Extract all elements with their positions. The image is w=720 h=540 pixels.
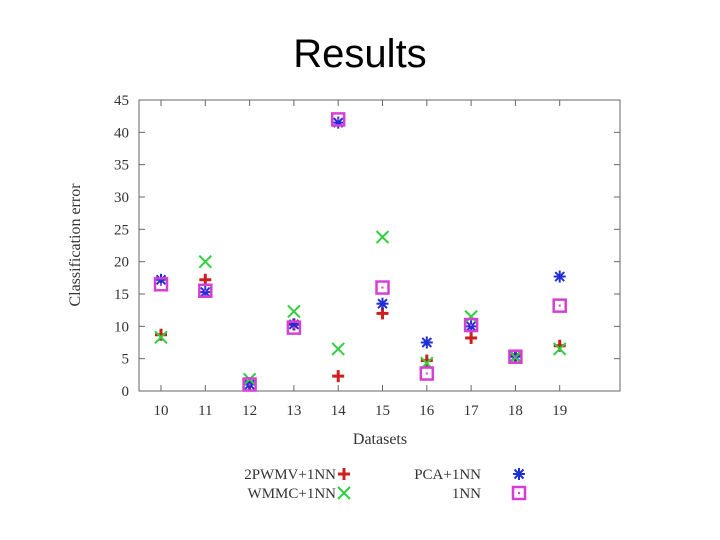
y-tick-label: 0 [122, 384, 130, 400]
data-point [242, 377, 257, 392]
data-point [419, 366, 435, 381]
data-point [198, 254, 213, 269]
y-tick-label: 10 [114, 319, 129, 335]
x-tick-label: 12 [242, 403, 257, 419]
data-point [198, 283, 213, 299]
x-tick-label: 10 [154, 403, 169, 419]
slide-title: Results [293, 32, 427, 76]
legend-label: WMMC+1NN [248, 486, 337, 502]
y-axis: 0 5 10 15 20 25 30 35 40 45 [114, 93, 620, 400]
y-tick-label: 45 [114, 93, 129, 109]
x-axis: 10 11 12 13 14 15 16 17 18 19 [154, 100, 567, 419]
x-tick-label: 13 [286, 403, 301, 419]
x-axis-label: Datasets [353, 431, 407, 448]
data-point [376, 297, 389, 310]
legend-label: 2PWMV+1NN [244, 467, 336, 483]
data-point [332, 370, 345, 383]
y-axis-label: Classification error [67, 183, 84, 307]
data-point [420, 354, 433, 367]
legend-marker [513, 468, 525, 480]
x-tick-label: 18 [508, 403, 523, 419]
series-pca-1nn [155, 116, 566, 391]
legend-marker [337, 486, 351, 500]
legend-label: 1NN [452, 486, 481, 502]
legend-marker [511, 485, 527, 501]
x-tick-label: 15 [375, 403, 390, 419]
y-tick-label: 5 [122, 352, 130, 368]
y-tick-label: 20 [114, 255, 129, 271]
data-point [552, 342, 567, 356]
data-point [286, 320, 302, 335]
y-tick-label: 15 [114, 287, 129, 303]
data-point [463, 317, 479, 333]
data-point [153, 277, 169, 292]
data-point [331, 342, 345, 356]
y-tick-label: 40 [114, 125, 129, 141]
series-wmmc-1nn [154, 230, 567, 387]
data-point [375, 280, 390, 295]
x-tick-label: 17 [464, 403, 480, 419]
data-point [552, 298, 567, 313]
legend-label: PCA+1NN [414, 467, 481, 483]
data-points [153, 112, 567, 392]
data-point [287, 304, 301, 319]
data-point [154, 330, 168, 345]
data-point [465, 331, 478, 344]
x-tick-label: 11 [198, 403, 212, 419]
data-point [420, 336, 433, 349]
legend-marker [338, 468, 350, 480]
y-tick-label: 30 [114, 190, 129, 206]
y-tick-label: 25 [114, 222, 129, 238]
data-point [464, 309, 478, 324]
data-point [155, 328, 167, 341]
series-1nn [153, 112, 567, 392]
series-2pwmv-1nn [155, 273, 566, 390]
data-point [553, 270, 566, 283]
x-tick-label: 19 [552, 403, 567, 419]
plot-frame [138, 99, 621, 392]
y-tick-label: 35 [114, 158, 129, 174]
data-point [330, 112, 346, 127]
x-tick-label: 14 [331, 403, 347, 419]
x-tick-label: 16 [419, 403, 435, 419]
data-point [508, 349, 523, 364]
data-point [375, 230, 390, 244]
legend: 2PWMV+1NN PCA+1NN WMMC+1NN 1NN [244, 467, 527, 502]
